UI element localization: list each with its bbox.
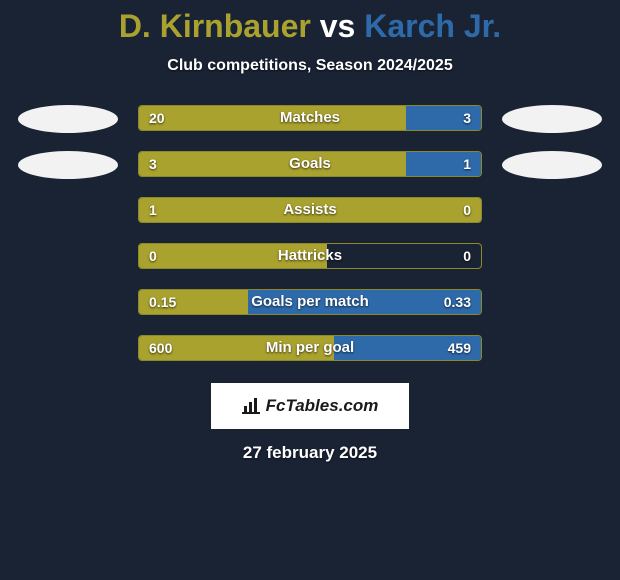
player2-value: 0 — [453, 244, 481, 268]
player1-bar — [139, 106, 406, 130]
stat-row: 00Hattricks — [10, 243, 610, 271]
logo-text: FcTables.com — [266, 396, 379, 416]
player2-bar — [406, 106, 481, 130]
player1-bar — [139, 152, 406, 176]
source-logo: FcTables.com — [211, 383, 409, 429]
stat-bar: 600459Min per goal — [138, 335, 482, 361]
player2-badge — [502, 151, 602, 179]
player1-badge — [18, 105, 118, 133]
player1-bar — [139, 290, 248, 314]
player2-bar — [248, 290, 481, 314]
stat-bar: 203Matches — [138, 105, 482, 131]
chart-icon — [242, 398, 260, 414]
stat-row: 31Goals — [10, 151, 610, 179]
stat-row: 0.150.33Goals per match — [10, 289, 610, 317]
player2-name: Karch Jr. — [364, 8, 501, 44]
player1-name: D. Kirnbauer — [119, 8, 311, 44]
subtitle: Club competitions, Season 2024/2025 — [0, 57, 620, 75]
player1-badge — [18, 151, 118, 179]
date-text: 27 february 2025 — [0, 443, 620, 463]
stat-bar: 00Hattricks — [138, 243, 482, 269]
stat-row: 600459Min per goal — [10, 335, 610, 363]
stat-bar: 10Assists — [138, 197, 482, 223]
player1-bar — [139, 336, 334, 360]
vs-text: vs — [320, 8, 356, 44]
stat-row: 203Matches — [10, 105, 610, 133]
stat-bar: 0.150.33Goals per match — [138, 289, 482, 315]
stats-list: 203Matches 31Goals 10Assists 00Hattricks 0.1… — [0, 105, 620, 363]
stat-bar: 31Goals — [138, 151, 482, 177]
player1-bar — [139, 244, 327, 268]
player2-bar — [334, 336, 481, 360]
player2-badge — [502, 105, 602, 133]
player1-bar — [139, 198, 481, 222]
page-title: D. Kirnbauer vs Karch Jr. — [0, 8, 620, 45]
player2-bar — [406, 152, 481, 176]
stat-row: 10Assists — [10, 197, 610, 225]
comparison-infographic: D. Kirnbauer vs Karch Jr. Club competiti… — [0, 0, 620, 463]
